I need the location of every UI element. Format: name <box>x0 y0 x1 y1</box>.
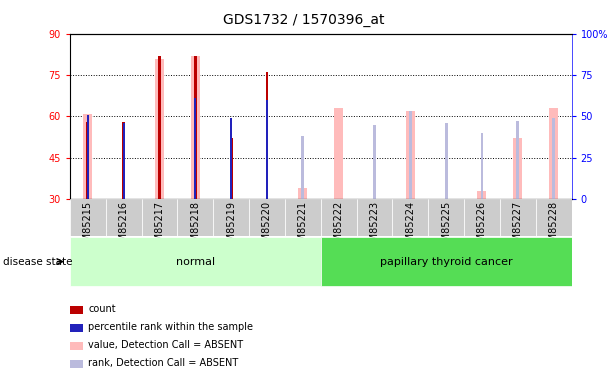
Text: GSM85220: GSM85220 <box>262 201 272 254</box>
Text: papillary thyroid cancer: papillary thyroid cancer <box>380 256 513 267</box>
Bar <box>406 111 415 199</box>
Text: GSM85221: GSM85221 <box>298 201 308 254</box>
Bar <box>87 115 89 199</box>
Bar <box>285 199 321 236</box>
Bar <box>155 58 164 199</box>
Bar <box>373 124 376 199</box>
Bar <box>158 100 161 199</box>
Bar <box>321 199 356 236</box>
Bar <box>213 199 249 236</box>
Bar <box>178 199 213 236</box>
Text: GSM85227: GSM85227 <box>513 201 523 254</box>
Bar <box>106 199 142 236</box>
Text: GSM85226: GSM85226 <box>477 201 487 254</box>
Bar <box>194 98 196 199</box>
Bar <box>356 199 392 236</box>
FancyBboxPatch shape <box>70 237 321 286</box>
Text: rank, Detection Call = ABSENT: rank, Detection Call = ABSENT <box>88 358 238 368</box>
Text: GSM85228: GSM85228 <box>548 201 559 254</box>
Bar <box>480 133 483 199</box>
Text: disease state: disease state <box>3 256 72 267</box>
Bar <box>428 199 464 236</box>
Text: GSM85215: GSM85215 <box>83 201 93 254</box>
Bar <box>230 138 233 199</box>
Bar <box>249 199 285 236</box>
Text: GSM85218: GSM85218 <box>190 201 200 254</box>
Bar <box>536 199 572 236</box>
Bar <box>302 136 304 199</box>
Bar <box>191 56 200 199</box>
Text: GSM85217: GSM85217 <box>154 201 165 254</box>
Bar <box>444 123 447 199</box>
Text: percentile rank within the sample: percentile rank within the sample <box>88 322 253 332</box>
Bar <box>513 138 522 199</box>
Bar <box>552 118 555 199</box>
Bar <box>83 114 92 199</box>
Text: normal: normal <box>176 256 215 267</box>
Bar <box>464 199 500 236</box>
Text: GSM85223: GSM85223 <box>370 201 379 254</box>
Bar <box>230 118 232 199</box>
Bar <box>549 108 558 199</box>
Bar <box>334 108 343 199</box>
Bar <box>392 199 428 236</box>
Text: GSM85225: GSM85225 <box>441 201 451 254</box>
Text: GSM85224: GSM85224 <box>406 201 415 254</box>
Text: GSM85222: GSM85222 <box>334 201 344 254</box>
Bar <box>194 56 197 199</box>
Bar <box>142 199 178 236</box>
Text: GSM85216: GSM85216 <box>119 201 129 254</box>
FancyBboxPatch shape <box>321 237 572 286</box>
Bar <box>266 72 268 199</box>
Bar <box>516 121 519 199</box>
Bar <box>86 122 89 199</box>
Text: count: count <box>88 304 116 314</box>
Bar <box>477 190 486 199</box>
Bar <box>158 56 161 199</box>
Text: GDS1732 / 1570396_at: GDS1732 / 1570396_at <box>223 13 385 27</box>
Bar <box>299 188 307 199</box>
Text: GSM85219: GSM85219 <box>226 201 236 254</box>
Bar <box>123 123 125 199</box>
Bar <box>122 122 125 199</box>
Bar <box>266 100 268 199</box>
Text: value, Detection Call = ABSENT: value, Detection Call = ABSENT <box>88 340 243 350</box>
Bar <box>70 199 106 236</box>
Bar <box>500 199 536 236</box>
Bar <box>409 111 412 199</box>
